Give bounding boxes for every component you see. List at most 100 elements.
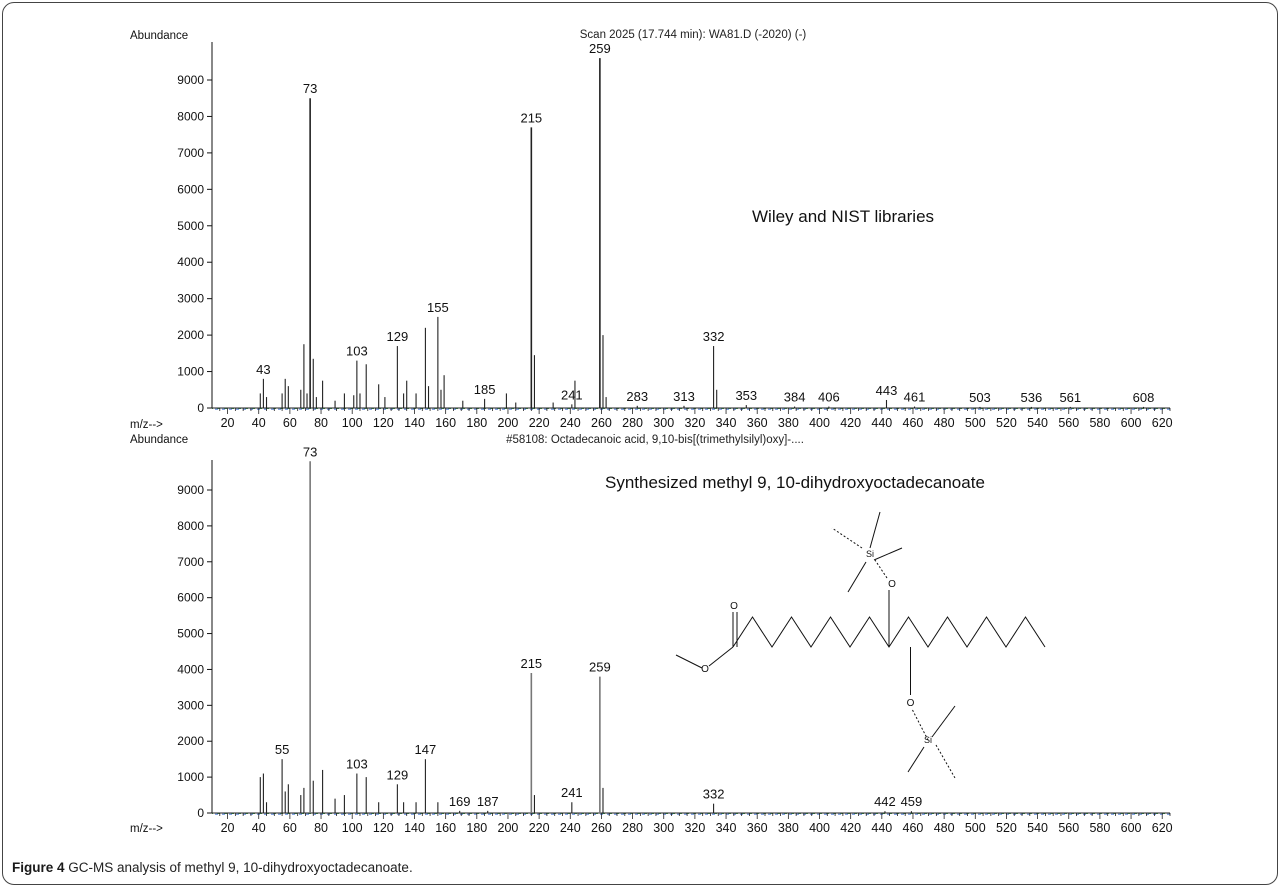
x-tick-label: 460	[903, 821, 924, 835]
peak-label: 461	[904, 390, 926, 405]
x-tick-label: 100	[342, 416, 363, 430]
x-tick-label: 60	[283, 416, 297, 430]
x-tick-label: 160	[435, 416, 456, 430]
x-tick-label: 40	[252, 821, 266, 835]
bond	[873, 547, 903, 561]
peak-label: 406	[818, 390, 840, 405]
x-tick-label: 80	[314, 821, 328, 835]
x-tick-label: 480	[934, 416, 955, 430]
x-tick-label: 180	[466, 821, 487, 835]
x-tick-label: 280	[622, 416, 643, 430]
x-tick-label: 400	[809, 416, 830, 430]
y-tick-label: 5000	[177, 219, 204, 233]
y-tick-label: 1000	[177, 365, 204, 379]
peak-label: 561	[1059, 390, 1081, 405]
x-tick-label: 220	[529, 416, 550, 430]
oxygen-atom-label: O	[888, 579, 896, 590]
peak-label: 503	[969, 390, 991, 405]
bond	[931, 705, 956, 738]
chart-title: #58108: Octadecanoic acid, 9,10-bis[(tri…	[506, 434, 804, 446]
oxygen-atom-label: O	[730, 601, 738, 612]
y-tick-label: 6000	[177, 591, 204, 605]
x-tick-label: 380	[778, 821, 799, 835]
x-tick-label: 160	[435, 821, 456, 835]
y-tick-label: 0	[197, 401, 204, 415]
x-tick-label: 560	[1058, 416, 1079, 430]
x-tick-label: 460	[903, 416, 924, 430]
peak-label: 147	[415, 742, 437, 757]
x-axis-label: m/z-->	[130, 419, 163, 431]
y-tick-label: 9000	[177, 73, 204, 87]
x-tick-label: 120	[373, 821, 394, 835]
y-tick-label: 2000	[177, 328, 204, 342]
bond	[912, 709, 929, 741]
y-tick-label: 7000	[177, 555, 204, 569]
y-tick-label: 6000	[177, 182, 204, 196]
y-tick-label: 8000	[177, 109, 204, 123]
bond	[847, 561, 867, 593]
peak-label: 129	[387, 329, 409, 344]
y-axis-label: Abundance	[130, 434, 188, 446]
figure-caption: Figure 4 GC-MS analysis of methyl 9, 10-…	[12, 860, 413, 875]
x-tick-label: 280	[622, 821, 643, 835]
bond	[831, 527, 863, 549]
peak-label: 241	[561, 785, 583, 800]
x-tick-label: 600	[1121, 821, 1142, 835]
y-tick-label: 5000	[177, 627, 204, 641]
x-tick-label: 600	[1121, 416, 1142, 430]
x-tick-label: 300	[653, 821, 674, 835]
spectrum-panel-bottom: #58108: Octadecanoic acid, 9,10-bis[(tri…	[130, 434, 1173, 835]
x-tick-label: 80	[314, 416, 328, 430]
x-tick-label: 260	[591, 821, 612, 835]
bond	[874, 559, 888, 579]
bond	[869, 511, 881, 549]
peak-label: 353	[735, 388, 757, 403]
x-tick-label: 340	[716, 821, 737, 835]
x-tick-label: 20	[221, 416, 235, 430]
x-tick-label: 180	[466, 416, 487, 430]
x-tick-label: 620	[1152, 416, 1173, 430]
bond	[907, 746, 925, 773]
bond	[675, 654, 703, 669]
chemical-structure: O O O Si O Si	[675, 511, 1046, 779]
x-axis-label: m/z-->	[130, 823, 163, 835]
chart-annotation: Synthesized methyl 9, 10-dihydroxyoctade…	[605, 473, 985, 492]
silicon-atom-label: Si	[866, 549, 874, 559]
x-tick-label: 300	[653, 416, 674, 430]
x-tick-label: 320	[684, 416, 705, 430]
peak-label: 313	[673, 389, 695, 404]
x-tick-label: 540	[1027, 416, 1048, 430]
x-tick-label: 40	[252, 416, 266, 430]
oxygen-atom-label: O	[701, 664, 709, 675]
peak-label: 103	[346, 757, 368, 772]
x-tick-label: 580	[1089, 416, 1110, 430]
x-tick-label: 140	[404, 821, 425, 835]
peak-label: 384	[784, 390, 806, 405]
peak-label: 187	[477, 794, 499, 809]
x-tick-label: 260	[591, 416, 612, 430]
peak-label: 259	[589, 660, 611, 675]
bond	[708, 646, 734, 667]
x-tick-label: 540	[1027, 821, 1048, 835]
x-tick-label: 340	[716, 416, 737, 430]
x-tick-label: 200	[498, 416, 519, 430]
x-tick-label: 580	[1089, 821, 1110, 835]
x-tick-label: 560	[1058, 821, 1079, 835]
spectrum-panel-top: Scan 2025 (17.744 min): WA81.D (-2020) (…	[130, 29, 1173, 431]
x-tick-label: 120	[373, 416, 394, 430]
chart-title: Scan 2025 (17.744 min): WA81.D (-2020) (…	[580, 29, 807, 41]
x-tick-label: 520	[996, 416, 1017, 430]
x-tick-label: 220	[529, 821, 550, 835]
x-tick-label: 360	[747, 416, 768, 430]
y-tick-label: 7000	[177, 146, 204, 160]
y-tick-label: 3000	[177, 698, 204, 712]
peak-label: 155	[427, 300, 449, 315]
x-tick-label: 380	[778, 416, 799, 430]
y-tick-label: 4000	[177, 255, 204, 269]
x-tick-label: 520	[996, 821, 1017, 835]
y-tick-label: 2000	[177, 734, 204, 748]
peak-label: 283	[626, 389, 648, 404]
peak-label: 73	[303, 444, 317, 459]
x-tick-label: 320	[684, 821, 705, 835]
